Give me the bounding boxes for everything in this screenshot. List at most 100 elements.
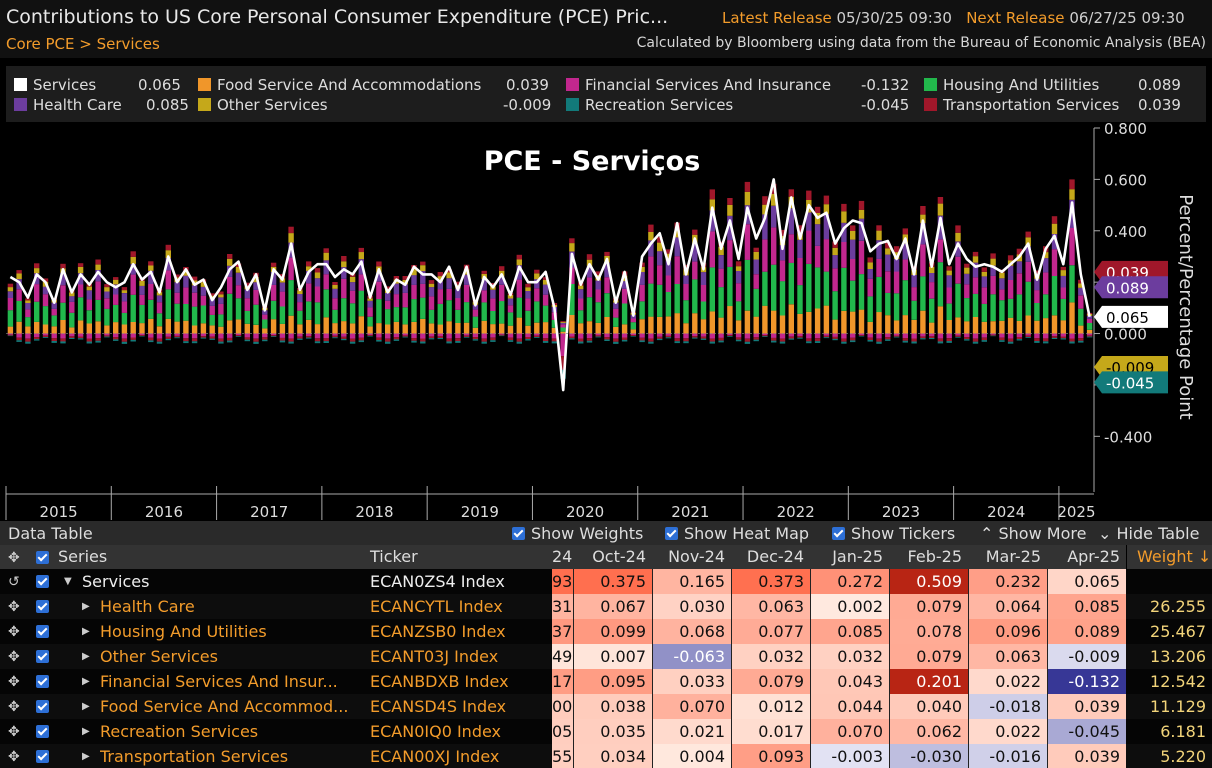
caret-down-icon[interactable]: ▼ xyxy=(64,576,72,587)
table-row[interactable]: ✥ ▶ Financial Services And Insur... ECANBDX… xyxy=(0,669,1212,694)
bar-segment xyxy=(244,323,250,334)
bar-segment xyxy=(367,300,373,308)
bar-segment xyxy=(25,326,31,334)
show-heat-map-toggle[interactable]: Show Heat Map xyxy=(665,524,809,543)
caret-right-icon[interactable]: ▶ xyxy=(82,726,90,737)
move-icon[interactable]: ✥ xyxy=(8,624,20,640)
bar-segment xyxy=(402,335,408,337)
series-name[interactable]: Food Service And Accommod... xyxy=(100,697,349,716)
series-name[interactable]: Health Care xyxy=(100,597,195,616)
row-checkbox[interactable] xyxy=(36,575,49,588)
bar-segment xyxy=(525,325,531,334)
bar-segment xyxy=(349,290,356,304)
bar-segment xyxy=(709,311,715,334)
bar-segment xyxy=(183,304,189,321)
bar-segment xyxy=(1060,320,1066,334)
bar-segment xyxy=(270,336,277,337)
table-row[interactable]: ↺ ▼ Services ECAN0ZS4 Index 93 0.375 0.165 0.37… xyxy=(0,569,1212,594)
series-name[interactable]: Transportation Services xyxy=(100,747,289,766)
row-checkbox[interactable] xyxy=(36,750,49,763)
series-name[interactable]: Recreation Services xyxy=(100,722,259,741)
caret-right-icon[interactable]: ▶ xyxy=(82,701,90,712)
series-name[interactable]: Other Services xyxy=(100,647,218,666)
bar-segment xyxy=(648,333,654,339)
move-icon[interactable]: ✥ xyxy=(8,550,20,566)
caret-right-icon[interactable]: ▶ xyxy=(82,601,90,612)
series-name[interactable]: Services xyxy=(82,572,150,591)
move-icon[interactable]: ✥ xyxy=(8,749,20,765)
legend-item[interactable]: Financial Services And Insurance -0.132 xyxy=(566,76,911,94)
bar-segment xyxy=(25,333,31,339)
caret-right-icon[interactable]: ▶ xyxy=(82,651,90,662)
bar-segment xyxy=(393,333,400,338)
column-header-ticker[interactable]: Ticker xyxy=(366,545,552,569)
bar-segment xyxy=(911,287,917,301)
undo-icon[interactable]: ↺ xyxy=(8,574,20,590)
row-checkbox[interactable] xyxy=(36,650,49,663)
column-header-month[interactable]: Jan-25 xyxy=(810,545,889,569)
row-checkbox[interactable] xyxy=(36,725,49,738)
hide-table-button[interactable]: ⌄ Hide Table xyxy=(1098,524,1199,543)
column-header-month[interactable]: Oct-24 xyxy=(573,545,652,569)
column-header-month[interactable]: 24 xyxy=(552,545,573,569)
bar-segment xyxy=(367,335,373,337)
row-checkbox[interactable] xyxy=(36,625,49,638)
bar-segment xyxy=(69,327,75,334)
legend-item[interactable]: Health Care 0.085 xyxy=(14,96,189,114)
breadcrumb[interactable]: Core PCE > Services xyxy=(6,35,160,53)
series-name[interactable]: Financial Services And Insur... xyxy=(100,672,338,691)
bar-segment xyxy=(692,337,698,339)
bar-segment xyxy=(753,251,759,260)
row-checkbox[interactable] xyxy=(36,700,49,713)
table-row[interactable]: ✥ ▶ Health Care ECANCYTL Index 31 0.067 0.030 0… xyxy=(0,594,1212,619)
column-header-month[interactable]: Nov-24 xyxy=(652,545,731,569)
move-icon[interactable]: ✥ xyxy=(8,699,20,715)
move-icon[interactable]: ✥ xyxy=(8,599,20,615)
bar-segment xyxy=(139,285,145,295)
bar-segment xyxy=(446,333,452,339)
move-icon[interactable]: ✥ xyxy=(8,674,20,690)
bar-segment xyxy=(665,292,672,317)
bar-segment xyxy=(771,227,777,265)
caret-right-icon[interactable]: ▶ xyxy=(82,626,90,637)
table-row[interactable]: ✥ ▶ Transportation Services ECAN00XJ Index 5… xyxy=(0,744,1212,768)
bar-segment xyxy=(1051,276,1058,316)
series-name[interactable]: Housing And Utilities xyxy=(100,622,267,641)
show-more-button[interactable]: ⌃ Show More xyxy=(980,524,1086,543)
bar-segment xyxy=(227,254,233,259)
legend-item[interactable]: Services 0.065 xyxy=(14,76,188,94)
caret-right-icon[interactable]: ▶ xyxy=(82,676,90,687)
bar-segment xyxy=(95,270,101,282)
column-header-month[interactable]: Mar-25 xyxy=(968,545,1047,569)
row-checkbox[interactable] xyxy=(36,675,49,688)
legend-item[interactable]: Other Services -0.009 xyxy=(198,96,556,114)
move-icon[interactable]: ✥ xyxy=(8,724,20,740)
legend-item[interactable]: Recreation Services -0.045 xyxy=(566,96,911,114)
bar-segment xyxy=(630,335,636,336)
show-tickers-toggle[interactable]: Show Tickers xyxy=(832,524,955,543)
row-checkbox[interactable] xyxy=(36,600,49,613)
column-header-weight[interactable]: Weight ↓ xyxy=(1127,545,1212,569)
column-header-month[interactable]: Feb-25 xyxy=(889,545,968,569)
bar-segment xyxy=(762,271,768,306)
legend-item[interactable]: Food Service And Accommodations 0.039 xyxy=(198,76,556,94)
bar-segment xyxy=(946,341,952,343)
column-header-month[interactable]: Apr-25 xyxy=(1047,545,1126,569)
table-row[interactable]: ✥ ▶ Other Services ECANT03J Index 49 0.007 -0.… xyxy=(0,644,1212,669)
partial-value: 17 xyxy=(552,669,573,694)
show-weights-toggle[interactable]: Show Weights xyxy=(512,524,643,543)
table-row[interactable]: ✥ ▶ Recreation Services ECAN0IQ0 Index 05 0.0… xyxy=(0,719,1212,744)
bar-segment xyxy=(270,333,277,336)
legend-item[interactable]: Transportation Services 0.039 xyxy=(924,96,1188,114)
table-row[interactable]: ✥ ▶ Food Service And Accommod... ECANSD4S I… xyxy=(0,694,1212,719)
legend-item[interactable]: Housing And Utilities 0.089 xyxy=(924,76,1188,94)
checkbox-icon[interactable] xyxy=(36,551,49,564)
bar-segment xyxy=(297,336,303,339)
table-row[interactable]: ✥ ▶ Housing And Utilities ECANZSB0 Index 37 0… xyxy=(0,619,1212,644)
move-icon[interactable]: ✥ xyxy=(8,649,20,665)
column-header-series[interactable]: Series xyxy=(0,545,366,569)
caret-right-icon[interactable]: ▶ xyxy=(82,751,90,762)
column-header-month[interactable]: Dec-24 xyxy=(731,545,810,569)
bar-segment xyxy=(885,333,891,338)
bar-segment xyxy=(779,333,786,339)
